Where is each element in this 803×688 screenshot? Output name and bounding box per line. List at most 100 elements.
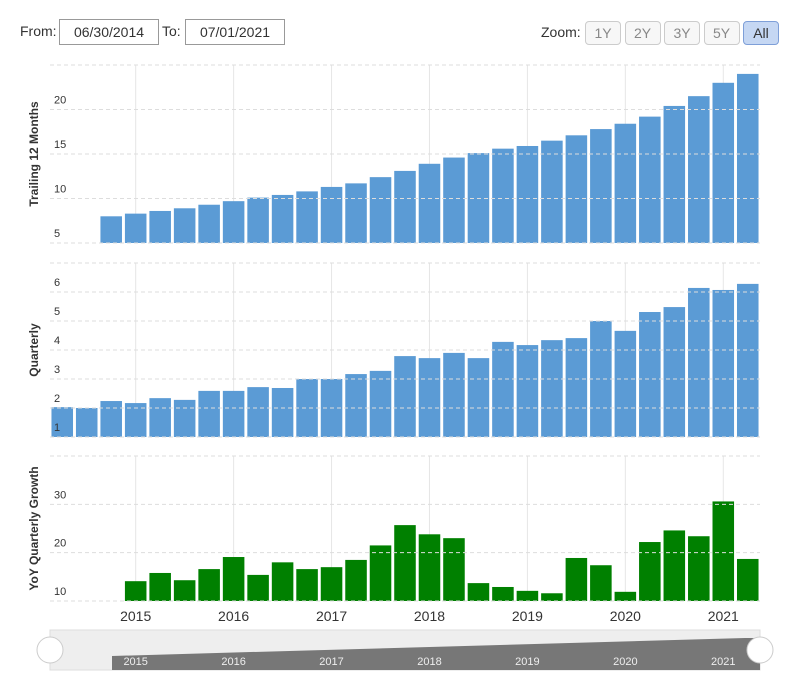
bar: [271, 562, 294, 601]
bar: [516, 145, 539, 243]
bar: [467, 358, 490, 437]
x-tick-label: 2016: [218, 608, 249, 624]
from-label: From:: [20, 23, 57, 39]
y-axis-title: YoY Quarterly Growth: [27, 466, 41, 590]
y-tick-label: 30: [54, 489, 66, 501]
y-tick-label: 5: [54, 306, 60, 318]
bar: [394, 356, 416, 437]
bar: [369, 370, 392, 437]
navigator-series: [112, 638, 760, 670]
bar: [565, 135, 588, 243]
x-tick-label: 2019: [512, 608, 543, 624]
zoom-button[interactable]: 5Y: [703, 21, 740, 45]
y-tick-label: 10: [54, 184, 66, 196]
x-tick-label: 2015: [120, 608, 151, 624]
bar: [51, 407, 74, 437]
bar: [173, 399, 196, 437]
bar: [492, 341, 514, 437]
navigator-label: 2016: [221, 656, 245, 668]
bar: [639, 116, 661, 243]
bar: [516, 590, 539, 601]
y-tick-label: 5: [54, 228, 60, 240]
bar: [394, 525, 416, 601]
bar: [639, 542, 661, 601]
bar: [369, 177, 392, 243]
to-input[interactable]: 07/01/2021: [185, 19, 285, 45]
bar: [198, 569, 220, 601]
y-tick-label: 6: [54, 277, 60, 289]
zoom-button[interactable]: All: [743, 21, 779, 45]
navigator-label: 2018: [417, 656, 441, 668]
y-tick-label: 20: [54, 538, 66, 550]
bar: [590, 321, 612, 437]
bar: [492, 586, 514, 601]
bar: [688, 287, 710, 437]
y-tick-label: 10: [54, 586, 66, 598]
bar: [736, 73, 759, 244]
zoom-button[interactable]: 3Y: [664, 21, 700, 45]
y-tick-label: 20: [54, 95, 66, 107]
bar: [443, 157, 465, 243]
bar: [516, 345, 539, 437]
bar: [149, 210, 171, 243]
navigator-handle[interactable]: [36, 636, 64, 664]
x-tick-label: 2021: [708, 608, 739, 624]
bar: [541, 140, 563, 243]
y-tick-label: 15: [54, 139, 66, 151]
navigator-label: 2020: [613, 656, 637, 668]
zoom-button[interactable]: 2Y: [624, 21, 661, 45]
bar: [736, 283, 759, 437]
bar: [173, 580, 196, 601]
bar: [541, 340, 563, 437]
bar: [247, 574, 269, 601]
navigator-label: 2017: [319, 656, 343, 668]
x-tick-label: 2020: [610, 608, 641, 624]
bar: [565, 338, 588, 437]
bar: [688, 536, 710, 601]
navigator-label: 2021: [711, 656, 735, 668]
bar: [124, 403, 147, 437]
y-tick-label: 2: [54, 393, 60, 405]
bar: [418, 358, 441, 437]
bar: [663, 530, 686, 601]
bar: [418, 163, 441, 243]
bar: [712, 289, 735, 437]
bar: [296, 191, 318, 243]
bar: [345, 559, 367, 601]
zoom-label: Zoom:: [541, 24, 581, 40]
zoom-button[interactable]: 1Y: [585, 21, 621, 45]
bar: [320, 186, 343, 243]
bar: [345, 374, 367, 437]
bar: [541, 593, 563, 601]
bar: [75, 408, 98, 437]
bar: [614, 591, 637, 601]
bar: [247, 387, 269, 437]
bar: [736, 558, 759, 601]
bar: [663, 307, 686, 437]
bar: [320, 567, 343, 601]
bar: [100, 216, 122, 243]
bar: [663, 105, 686, 243]
bar: [712, 82, 735, 243]
bar: [443, 352, 465, 437]
bar: [296, 569, 318, 601]
bar: [149, 572, 171, 601]
bar: [345, 183, 367, 243]
navigator-label: 2015: [123, 656, 147, 668]
bar: [394, 170, 416, 243]
bar: [124, 581, 147, 601]
y-axis-title: Quarterly: [27, 323, 41, 377]
navigator-handle[interactable]: [746, 636, 774, 664]
to-label: To:: [162, 23, 181, 39]
bar: [443, 538, 465, 601]
bar: [614, 330, 637, 437]
from-input[interactable]: 06/30/2014: [59, 19, 159, 45]
bar: [565, 557, 588, 601]
navigator-label: 2019: [515, 656, 539, 668]
x-tick-label: 2018: [414, 608, 445, 624]
bar: [712, 501, 735, 601]
bar: [590, 129, 612, 243]
bar: [271, 387, 294, 437]
